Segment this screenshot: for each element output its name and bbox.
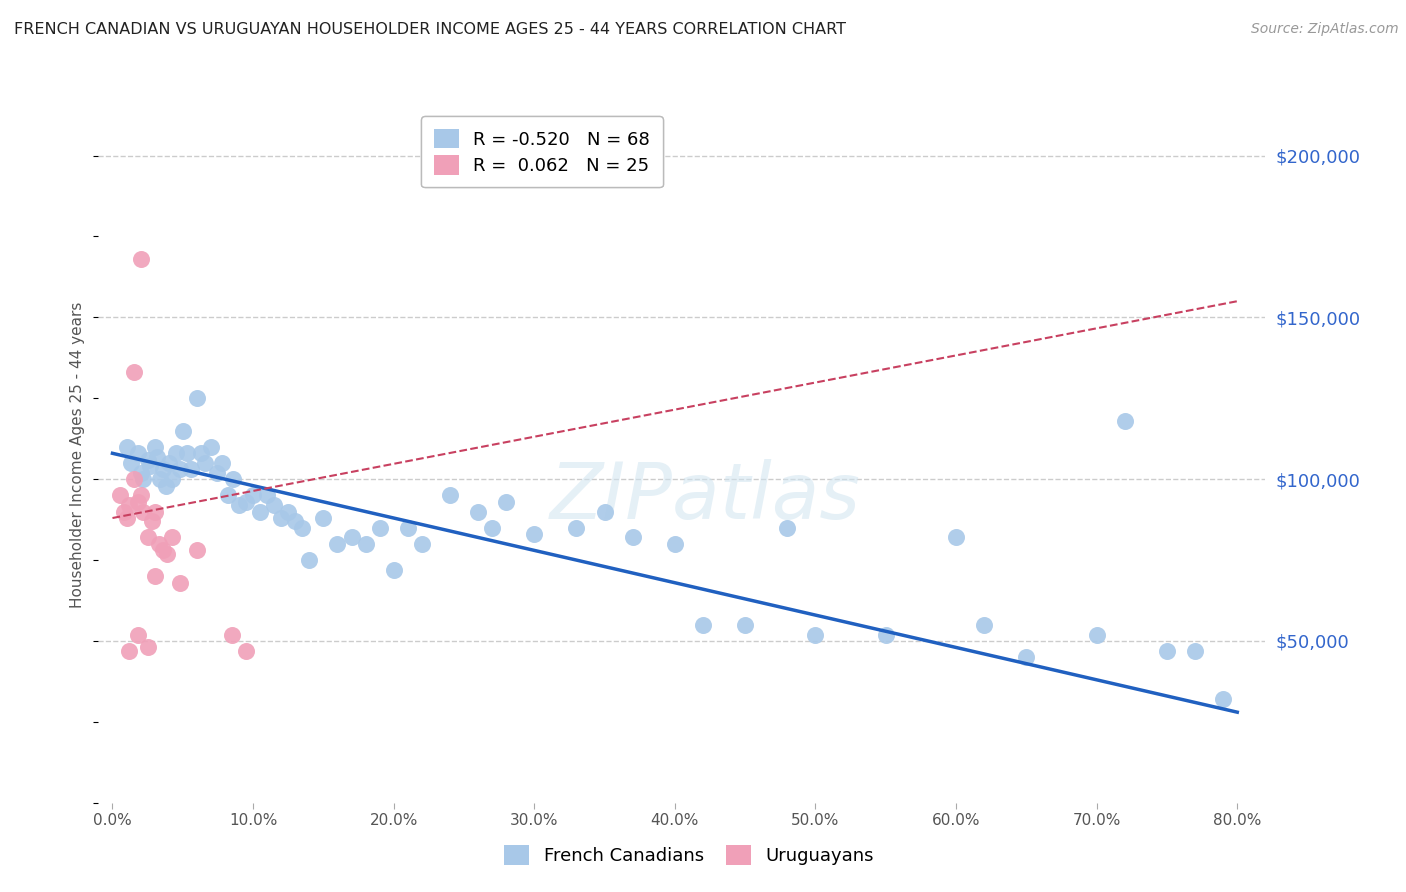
Point <box>160 472 183 486</box>
Point <box>143 504 166 518</box>
Point <box>1085 627 1108 641</box>
Text: ZIPatlas: ZIPatlas <box>550 458 860 534</box>
Point <box>180 462 202 476</box>
Point <box>284 514 307 528</box>
Point <box>129 488 152 502</box>
Point <box>186 543 208 558</box>
Point <box>235 495 257 509</box>
Point <box>256 488 278 502</box>
Point <box>565 521 588 535</box>
Point <box>340 531 363 545</box>
Point <box>118 643 141 657</box>
Point <box>108 488 131 502</box>
Point <box>152 543 174 558</box>
Point <box>146 450 169 464</box>
Point <box>263 498 285 512</box>
Point <box>467 504 489 518</box>
Point <box>692 617 714 632</box>
Point <box>277 504 299 518</box>
Point <box>973 617 995 632</box>
Point <box>734 617 756 632</box>
Point <box>141 514 163 528</box>
Legend: French Canadians, Uruguayans: French Canadians, Uruguayans <box>495 836 883 874</box>
Point <box>804 627 827 641</box>
Point <box>120 456 142 470</box>
Point <box>298 553 321 567</box>
Text: FRENCH CANADIAN VS URUGUAYAN HOUSEHOLDER INCOME AGES 25 - 44 YEARS CORRELATION C: FRENCH CANADIAN VS URUGUAYAN HOUSEHOLDER… <box>14 22 846 37</box>
Point <box>312 511 335 525</box>
Point <box>1184 643 1206 657</box>
Point <box>249 504 271 518</box>
Point <box>136 640 159 655</box>
Point <box>127 495 149 509</box>
Point <box>211 456 233 470</box>
Point <box>143 569 166 583</box>
Point <box>122 472 145 486</box>
Point <box>118 498 141 512</box>
Point <box>122 365 145 379</box>
Point <box>326 537 349 551</box>
Point <box>1212 692 1234 706</box>
Point <box>1114 414 1136 428</box>
Point <box>148 537 170 551</box>
Point <box>1015 650 1038 665</box>
Point <box>156 547 179 561</box>
Point <box>222 472 245 486</box>
Point <box>242 488 264 502</box>
Legend: R = -0.520   N = 68, R =  0.062   N = 25: R = -0.520 N = 68, R = 0.062 N = 25 <box>420 116 662 187</box>
Point <box>217 488 239 502</box>
Point <box>495 495 517 509</box>
Point <box>136 531 159 545</box>
Point <box>368 521 391 535</box>
Point <box>136 452 159 467</box>
Point <box>382 563 405 577</box>
Point <box>129 466 152 480</box>
Point <box>172 424 194 438</box>
Point <box>481 521 503 535</box>
Point <box>149 472 172 486</box>
Point <box>190 446 212 460</box>
Point <box>112 504 135 518</box>
Point <box>621 531 644 545</box>
Point <box>186 392 208 406</box>
Point <box>169 462 191 476</box>
Point <box>152 462 174 476</box>
Point <box>396 521 419 535</box>
Point <box>194 456 217 470</box>
Point <box>155 478 177 492</box>
Point <box>291 521 314 535</box>
Point <box>875 627 897 641</box>
Point <box>139 459 162 474</box>
Point <box>127 627 149 641</box>
Point <box>523 527 546 541</box>
Point <box>157 456 180 470</box>
Point <box>143 440 166 454</box>
Point <box>354 537 377 551</box>
Point <box>200 440 222 454</box>
Point <box>664 537 686 551</box>
Point <box>115 511 138 525</box>
Point <box>127 446 149 460</box>
Point <box>776 521 799 535</box>
Point <box>165 446 187 460</box>
Point <box>228 498 250 512</box>
Point <box>439 488 461 502</box>
Point <box>593 504 616 518</box>
Point <box>235 643 257 657</box>
Point <box>160 531 183 545</box>
Point <box>129 252 152 267</box>
Point <box>169 575 191 590</box>
Point <box>132 504 155 518</box>
Point <box>1156 643 1178 657</box>
Point <box>221 627 243 641</box>
Point <box>176 446 198 460</box>
Point <box>411 537 433 551</box>
Text: Source: ZipAtlas.com: Source: ZipAtlas.com <box>1251 22 1399 37</box>
Point <box>270 511 292 525</box>
Point <box>945 531 967 545</box>
Point <box>115 440 138 454</box>
Point <box>205 466 228 480</box>
Point <box>132 472 155 486</box>
Y-axis label: Householder Income Ages 25 - 44 years: Householder Income Ages 25 - 44 years <box>70 301 86 608</box>
